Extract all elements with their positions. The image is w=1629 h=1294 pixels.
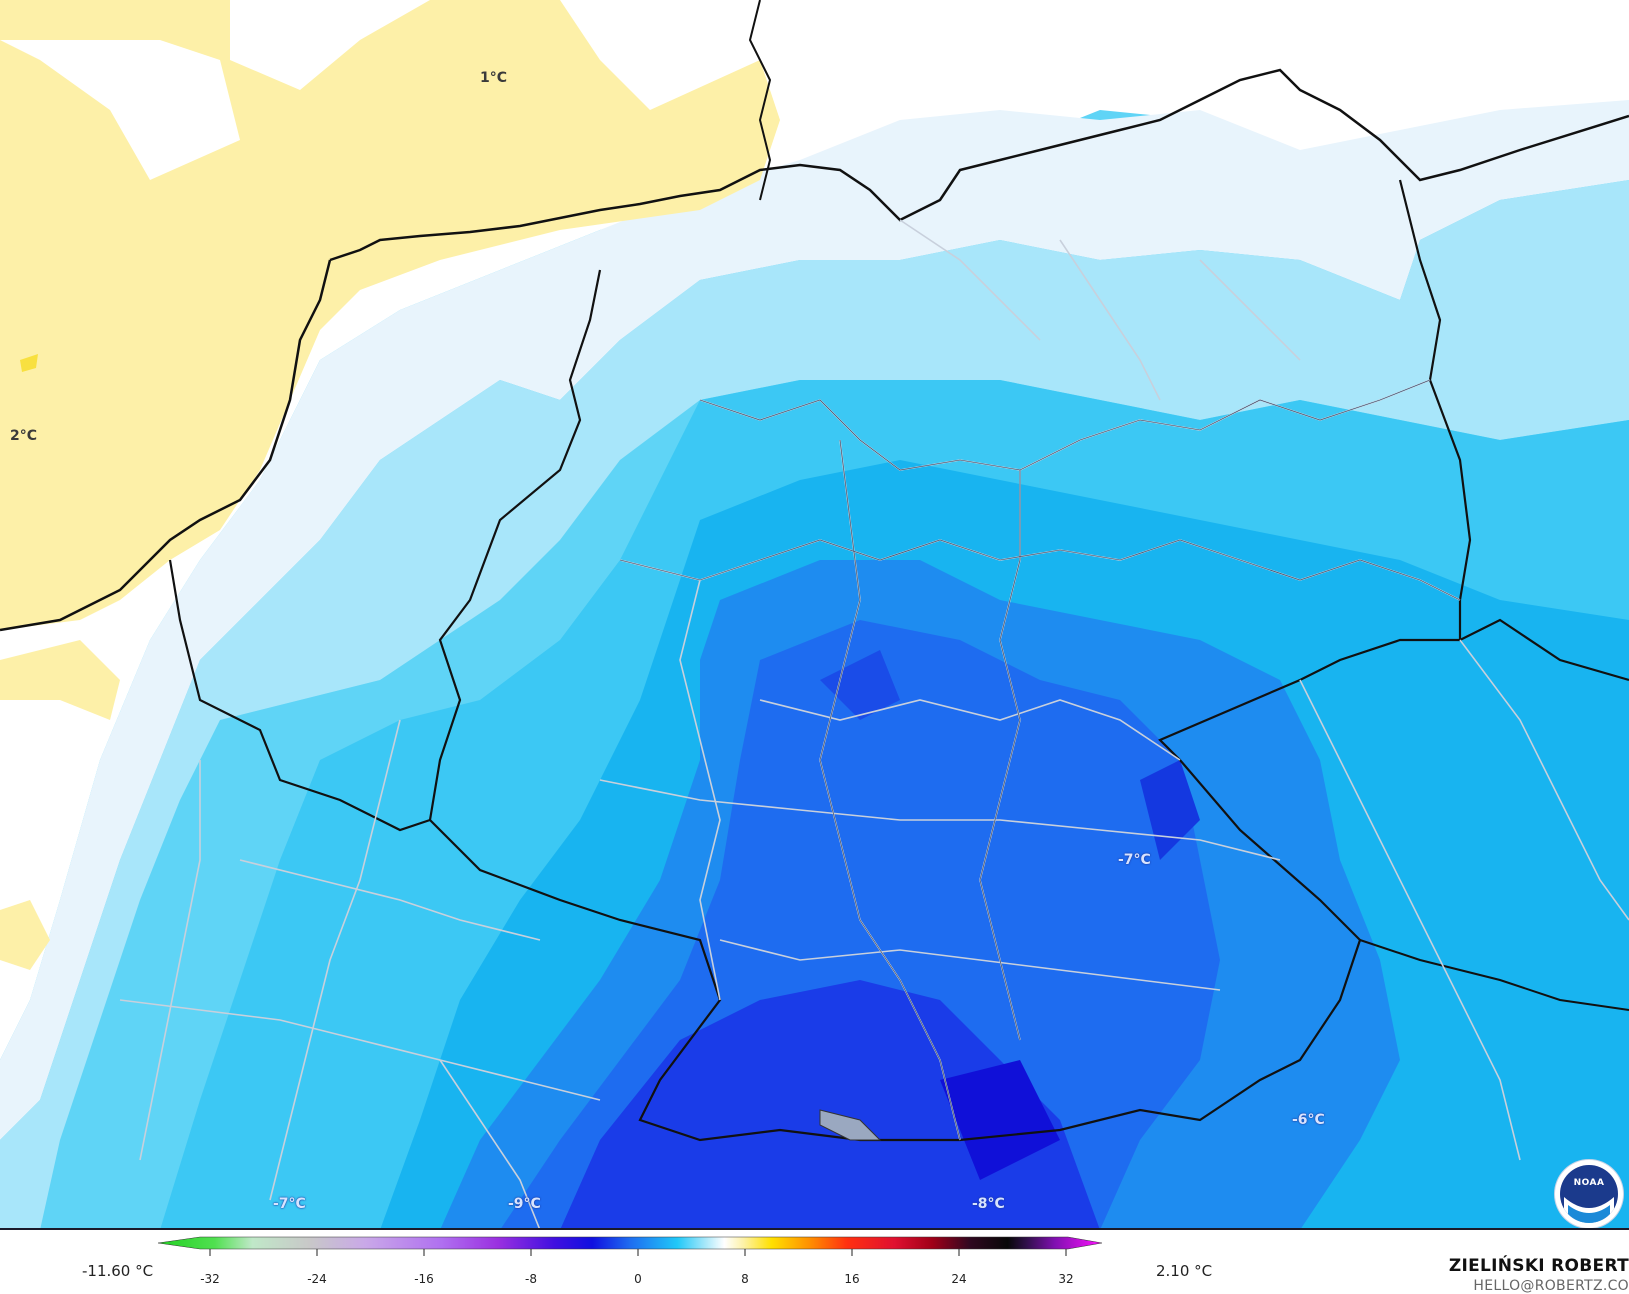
colorbar-tick: -16 <box>414 1272 434 1286</box>
colorbar-tick: 16 <box>844 1272 860 1286</box>
noaa-bird-icon <box>1564 1197 1614 1223</box>
colorbar-min-label: -11.60 °C <box>82 1262 154 1280</box>
temp-label: -8°C <box>972 1196 1005 1212</box>
colorbar: -11.60 °C <box>0 1232 1629 1294</box>
colorbar-tick: -32 <box>200 1272 220 1286</box>
colorbar-tick: -24 <box>307 1272 327 1286</box>
author-email: HELLO@ROBERTZ.CO <box>1473 1278 1629 1294</box>
temp-label: 2°C <box>10 428 38 444</box>
colorbar-gradient <box>157 1236 1103 1256</box>
temp-label: 1°C <box>480 70 508 86</box>
temp-label: -7°C <box>1118 852 1151 868</box>
temperature-map[interactable]: 1°C 2°C -7°C -6°C -7°C -9°C -8°C NOAA <box>0 0 1629 1230</box>
temp-label: -7°C <box>273 1196 306 1212</box>
colorbar-max-label: 2.10 °C <box>1156 1262 1213 1280</box>
temp-label: -6°C <box>1292 1112 1325 1128</box>
author-name: ZIELIŃSKI ROBERT <box>1448 1256 1629 1276</box>
colorbar-tick: 0 <box>634 1272 642 1286</box>
noaa-logo: NOAA <box>1555 1160 1623 1228</box>
colorbar-tick: 8 <box>741 1272 749 1286</box>
noaa-logo-text: NOAA <box>1573 1178 1605 1188</box>
map-canvas <box>0 0 1629 1228</box>
colorbar-tick: 32 <box>1058 1272 1074 1286</box>
colorbar-tick: 24 <box>951 1272 967 1286</box>
colorbar-tick: -8 <box>525 1272 537 1286</box>
temp-label: -9°C <box>508 1196 541 1212</box>
